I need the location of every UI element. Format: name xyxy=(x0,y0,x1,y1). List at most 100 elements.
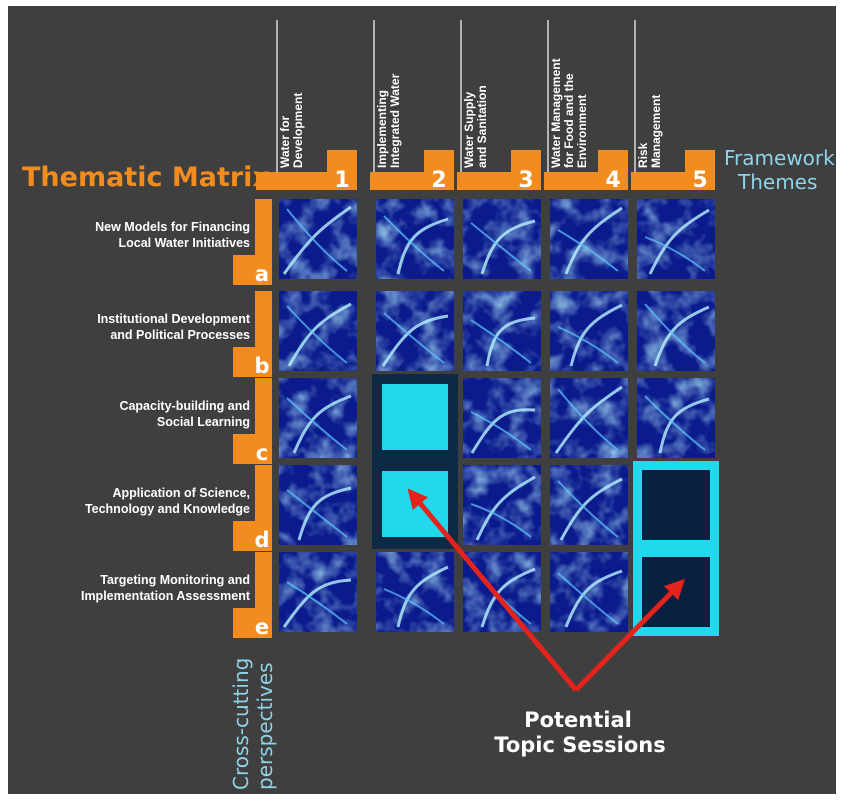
cell-d1 xyxy=(279,465,357,545)
cell-streak xyxy=(475,475,536,541)
perspective-side-bar xyxy=(233,465,272,551)
cell-c3 xyxy=(463,378,541,458)
cell-streak xyxy=(396,565,449,628)
cell-streak xyxy=(381,314,449,367)
cell-streak xyxy=(557,572,619,625)
cell-streak xyxy=(648,208,710,275)
theme-number: 2 xyxy=(431,168,446,193)
theme-number: 4 xyxy=(605,168,620,193)
cell-streak xyxy=(286,581,348,625)
cell-d4 xyxy=(550,465,628,545)
cell-streak xyxy=(554,385,623,454)
perspective-row-b: b Institutional Development and Political … xyxy=(97,291,272,378)
perspective-label-line: Capacity-building and xyxy=(119,399,250,413)
crosscut-label-line1: Cross-cutting xyxy=(229,658,253,790)
cell-texture xyxy=(279,552,357,632)
perspective-label-line: Social Learning xyxy=(157,415,250,429)
cell-b5 xyxy=(637,291,715,371)
cell-streak xyxy=(282,205,352,275)
perspective-side-bar xyxy=(233,552,272,638)
cell-texture xyxy=(637,378,715,458)
theme-header-bar xyxy=(256,150,357,190)
perspective-letter: e xyxy=(255,615,269,639)
framework-label-line1: Framework xyxy=(724,146,835,170)
callout-line2: Topic Sessions xyxy=(494,733,665,757)
cell-texture xyxy=(376,552,454,632)
cell-texture xyxy=(550,465,628,545)
perspective-side-bar xyxy=(233,291,272,377)
cell-streak xyxy=(470,408,536,454)
perspective-label-line: Implementation Assessment xyxy=(81,589,251,603)
perspective-row-e: e Targeting Monitoring and Implementation … xyxy=(81,552,272,639)
cell-texture xyxy=(550,552,628,632)
cell-texture xyxy=(463,199,541,279)
cell-streak xyxy=(564,569,623,628)
cell-streak xyxy=(286,208,348,272)
cell-streak xyxy=(557,326,619,364)
perspective-letter: c xyxy=(256,441,268,465)
theme-header-1: 1 Water for Development xyxy=(256,20,357,193)
cell-e4 xyxy=(550,552,628,632)
cell-streak xyxy=(470,503,532,538)
theme-label-line: Development xyxy=(291,93,305,168)
theme-number: 1 xyxy=(334,168,349,193)
perspective-label-line: Application of Science, xyxy=(112,486,250,500)
cell-d3 xyxy=(463,465,541,545)
cell-b3 xyxy=(463,291,541,371)
perspective-label-line: Targeting Monitoring and xyxy=(100,573,250,587)
cell-streak xyxy=(559,477,623,541)
cell-highlight xyxy=(382,384,448,450)
cell-streak xyxy=(557,388,619,451)
callout-line1: Potential xyxy=(524,708,632,732)
cell-streak xyxy=(286,305,348,364)
cell-highlight xyxy=(642,470,710,540)
cell-texture xyxy=(376,199,454,279)
perspective-letter: d xyxy=(254,528,269,552)
perspective-label-line: New Models for Financing xyxy=(95,220,250,234)
cell-streak xyxy=(383,312,445,364)
cell-a4 xyxy=(550,199,628,279)
theme-header-bar xyxy=(631,150,715,190)
perspective-row-a: a New Models for Financing Local Water Ini… xyxy=(95,199,272,286)
theme-header-bars: 1 Water for Development 2 Implementing Integr… xyxy=(256,20,715,193)
theme-label-line: Environment xyxy=(575,95,589,168)
cell-a5 xyxy=(637,199,715,279)
theme-header-4: 4 Water Management for Food and the Environ… xyxy=(544,20,628,193)
cell-texture xyxy=(637,291,715,371)
cell-streak xyxy=(557,229,619,272)
crosscut-label: Cross-cutting perspectives xyxy=(229,658,277,790)
theme-label-line: for Food and the xyxy=(562,73,576,168)
theme-header-bar xyxy=(457,150,541,190)
cell-a2 xyxy=(376,199,454,279)
cell-streak xyxy=(383,215,445,272)
crosscut-label-line2: perspectives xyxy=(253,662,277,790)
cell-streak xyxy=(470,222,532,272)
cell-texture xyxy=(279,465,357,545)
cell-texture xyxy=(463,552,541,632)
cell-streak xyxy=(470,411,532,451)
theme-label-line: Management xyxy=(649,95,663,168)
perspective-letter: a xyxy=(255,262,269,286)
cell-b1 xyxy=(279,291,357,371)
perspective-side-bars: a New Models for Financing Local Water Ini… xyxy=(81,199,272,639)
perspective-label-line: Institutional Development xyxy=(97,312,251,326)
cell-streak xyxy=(297,486,352,541)
matrix-cells xyxy=(279,199,719,636)
theme-label-line: Water Supply xyxy=(462,91,476,168)
callout-arrows xyxy=(407,488,686,692)
perspective-letter: b xyxy=(254,354,269,378)
cell-d5 xyxy=(633,461,719,549)
cell-streak xyxy=(564,206,623,275)
cell-b4 xyxy=(550,291,628,371)
cell-streak xyxy=(557,480,619,538)
theme-label-line: Integrated Water xyxy=(388,73,402,168)
cell-streak xyxy=(286,397,348,451)
cell-streak xyxy=(644,395,706,451)
cell-a1 xyxy=(279,199,357,279)
cell-e2 xyxy=(376,552,454,632)
cell-streak xyxy=(480,219,536,275)
cell-c5 xyxy=(637,378,715,458)
cell-streak xyxy=(282,578,352,628)
